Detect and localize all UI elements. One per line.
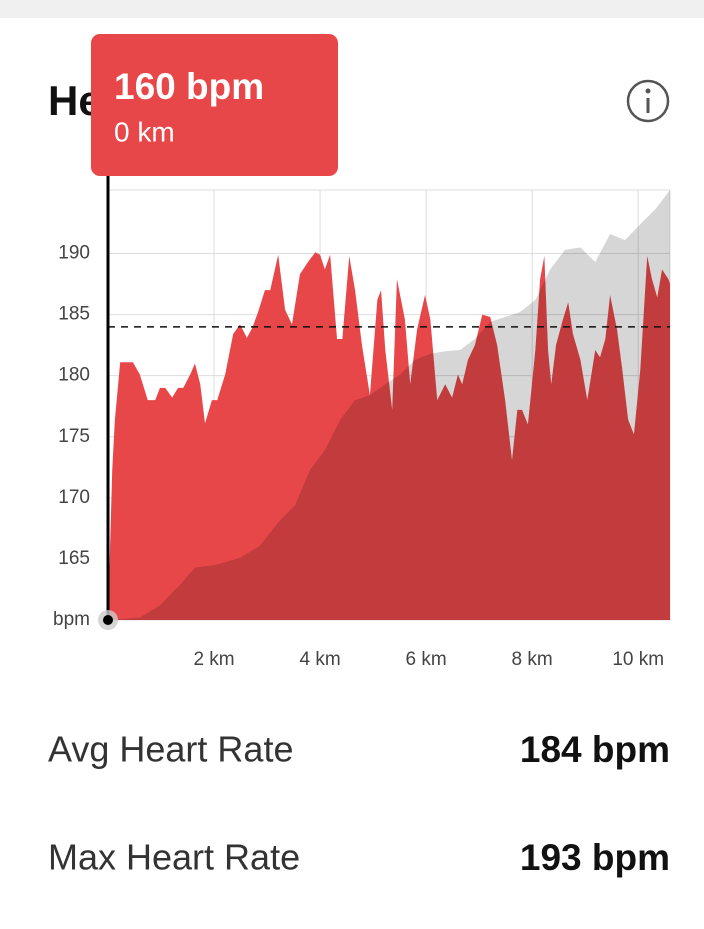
- x-tick-label: 10 km: [612, 649, 664, 670]
- stat-label: Max Heart Rate: [48, 837, 300, 878]
- x-tick-label: 8 km: [512, 649, 553, 670]
- x-tick-label: 4 km: [299, 649, 340, 670]
- top-bar: [0, 0, 704, 18]
- x-tick-label: 2 km: [193, 649, 234, 670]
- y-tick-label: bpm: [53, 609, 90, 630]
- tooltip: [91, 34, 338, 176]
- y-tick-label: 190: [58, 243, 90, 264]
- tooltip-layer: 160 bpm 0 km: [91, 34, 338, 630]
- y-tick-label: 185: [58, 304, 90, 325]
- y-tick-label: 165: [58, 548, 90, 569]
- stat-value: 184 bpm: [520, 729, 670, 770]
- area: [108, 190, 670, 620]
- y-tick-label: 170: [58, 487, 90, 508]
- y-tick-label: 180: [58, 365, 90, 386]
- info-icon[interactable]: [626, 79, 670, 123]
- stat-value: 193 bpm: [520, 837, 670, 878]
- y-tick-label: 175: [58, 426, 90, 447]
- cursor-dot: [103, 615, 113, 625]
- x-tick-label: 6 km: [406, 649, 447, 670]
- chart: 2 km 4 km 6 km 8 km 10 km bpm 165 170 175 180 185 1…: [53, 189, 671, 670]
- tooltip-value: 160 bpm: [114, 66, 264, 107]
- stat-label: Avg Heart Rate: [48, 729, 293, 770]
- tooltip-distance: 0 km: [114, 116, 175, 147]
